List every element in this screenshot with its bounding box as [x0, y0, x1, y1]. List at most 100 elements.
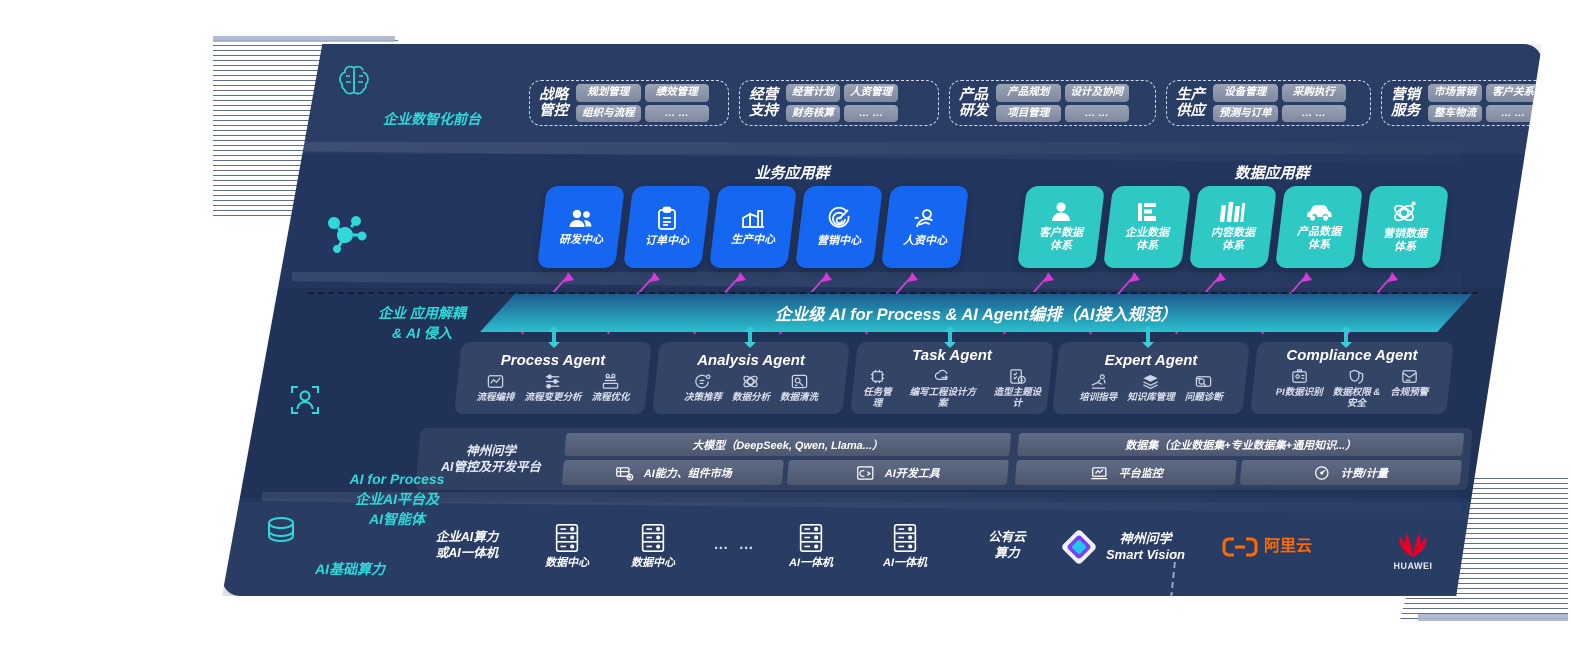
- group-cell[interactable]: 客户关系: [1486, 84, 1540, 102]
- atom-gear-icon: [741, 372, 760, 391]
- group-cell[interactable]: 经营计划: [786, 84, 840, 102]
- task-net-icon: [868, 367, 887, 386]
- group-cell[interactable]: 组织与流程: [576, 104, 641, 122]
- top-group-strategy[interactable]: 战略 管控 规划管理 绩效管理 组织与流程 … …: [529, 80, 729, 126]
- architecture-panel: 企业数智化前台 企业 应用解耦 & AI 侵入: [222, 44, 1542, 596]
- app-card-rnd[interactable]: 研发中心: [536, 186, 626, 268]
- agent-item[interactable]: 问题诊断: [1180, 372, 1228, 404]
- rail-item-front: 企业数智化前台: [332, 58, 532, 130]
- user-icon: [1049, 200, 1073, 224]
- agent-item[interactable]: 知识库管理: [1122, 372, 1180, 404]
- agent-item-label: 知识库管理: [1127, 392, 1175, 404]
- agent-item[interactable]: PI数据识别: [1271, 367, 1328, 399]
- infra-item-public-cloud: 公有云 算力: [962, 530, 1052, 561]
- group-cell[interactable]: 整车物流: [1428, 104, 1482, 122]
- ai-platform-content: 神州问学 AI管控及开发平台 大模型（DeepSeek, Qwen, Llama…: [415, 428, 1472, 490]
- agent-item-label: 造型主题设计: [993, 386, 1042, 409]
- data-card-content[interactable]: 内容数据 体系: [1188, 186, 1278, 268]
- group-cell[interactable]: 设备管理: [1213, 84, 1278, 102]
- agent-card-expert[interactable]: Expert Agent 培训指导: [1052, 342, 1250, 414]
- agent-card-compliance[interactable]: Compliance Agent PI数据识别: [1250, 342, 1454, 414]
- group-cell[interactable]: … …: [1281, 104, 1346, 122]
- agent-item[interactable]: 数据分析: [727, 372, 775, 404]
- group-cell[interactable]: … …: [644, 104, 709, 122]
- clipboard-icon: [655, 206, 679, 232]
- agent-item[interactable]: 合规预警: [1385, 367, 1433, 399]
- agent-card-process[interactable]: Process Agent 流程编排: [454, 342, 652, 414]
- agent-item[interactable]: 数据权限 & 安全: [1328, 367, 1386, 410]
- bulb-chat-icon: [693, 372, 712, 391]
- agent-item-label: PI数据识别: [1275, 386, 1323, 398]
- molecule-icon: [322, 192, 522, 276]
- infra-item-ellipsis: … …: [700, 536, 770, 553]
- top-group-marketing[interactable]: 营销 服务 市场营销 客户关系 整车物流 … …: [1381, 80, 1542, 126]
- huawei-logo: [1390, 526, 1436, 558]
- infra-item-shenzhou: 神州问学 Smart Vision: [1060, 528, 1220, 566]
- agent-item[interactable]: 流程变更分析: [519, 372, 586, 404]
- monitor-icon: [1089, 465, 1108, 481]
- top-group-operations[interactable]: 经营 支持 经营计划 人资管理 财务核算 … …: [739, 80, 939, 126]
- agent-item-label: 数据分析: [731, 392, 770, 404]
- platform-models-bar[interactable]: 大模型（DeepSeek, Qwen, Llama...）: [564, 433, 1012, 456]
- agent-name: Analysis Agent: [697, 352, 805, 370]
- agent-name: Expert Agent: [1104, 352, 1198, 370]
- app-card-production[interactable]: 生产中心: [708, 186, 798, 268]
- app-card-marketing[interactable]: 营销中心: [794, 186, 884, 268]
- agent-name: Compliance Agent: [1286, 346, 1418, 364]
- data-card-marketing[interactable]: 营销数据 体系: [1360, 186, 1450, 268]
- group-cell[interactable]: 设计及协同: [1064, 84, 1129, 102]
- platform-item-monitor[interactable]: 平台监控: [1014, 460, 1237, 485]
- group-cell[interactable]: 财务核算: [786, 104, 840, 122]
- group-cell[interactable]: 产品规划: [996, 84, 1061, 102]
- group-cell[interactable]: … …: [1486, 104, 1540, 122]
- group-cell[interactable]: 项目管理: [996, 104, 1061, 122]
- platform-models-label: 大模型（DeepSeek, Qwen, Llama...）: [692, 439, 884, 452]
- group-cell[interactable]: 市场营销: [1428, 84, 1482, 102]
- app-card-label: 研发中心: [559, 233, 603, 246]
- decorative-bar-left: [213, 36, 395, 42]
- agent-card-task[interactable]: Task Agent 任务管理: [850, 342, 1054, 414]
- app-card-hr[interactable]: 人资中心: [880, 186, 970, 268]
- agent-item[interactable]: 流程编排: [471, 372, 519, 404]
- platform-title: 神州问学 AI管控及开发平台: [440, 443, 541, 474]
- data-card-customer[interactable]: 客户数据 体系: [1016, 186, 1106, 268]
- app-card-order[interactable]: 订单中心: [622, 186, 712, 268]
- platform-item-devtool[interactable]: AI开发工具: [786, 460, 1009, 485]
- top-group-rnd[interactable]: 产品 研发 产品规划 设计及协同 项目管理 … …: [949, 80, 1156, 126]
- person-chart-icon: [911, 206, 939, 232]
- infra-label: AI一体机: [883, 557, 927, 569]
- target-icon: [826, 206, 852, 232]
- data-card-product[interactable]: 产品数据 体系: [1274, 186, 1364, 268]
- group-cell[interactable]: 采购执行: [1281, 84, 1346, 102]
- agent-item-label: 任务管理: [863, 386, 892, 409]
- building-icon: [1135, 200, 1159, 224]
- agent-name: Task Agent: [912, 346, 992, 364]
- rail-label: 企业数智化前台: [383, 111, 481, 127]
- platform-item-billing[interactable]: 计费/计量: [1239, 460, 1462, 485]
- group-cell[interactable]: … …: [844, 104, 898, 122]
- market-icon: [614, 465, 633, 481]
- agent-item[interactable]: 培训指导: [1074, 372, 1122, 404]
- agent-item[interactable]: 造型主题设计: [985, 367, 1050, 410]
- group-cell[interactable]: 规划管理: [576, 84, 641, 102]
- atom-icon: [1392, 199, 1418, 225]
- agent-item[interactable]: 数据清洗: [775, 372, 823, 404]
- group-title: 营销 服务: [1391, 86, 1420, 119]
- group-cell[interactable]: 预测与订单: [1213, 104, 1278, 122]
- agent-card-analysis[interactable]: Analysis Agent 决策推荐: [652, 342, 850, 414]
- agent-item[interactable]: 编写工程设计方案: [901, 367, 985, 410]
- data-card-enterprise[interactable]: 企业数据 体系: [1102, 186, 1192, 268]
- group-cell[interactable]: 绩效管理: [644, 84, 709, 102]
- infra-label: HUAWEI: [1393, 561, 1433, 571]
- platform-item-market[interactable]: AI能力、组件市场: [561, 460, 784, 485]
- agent-item[interactable]: 决策推荐: [679, 372, 727, 404]
- group-cell[interactable]: … …: [1064, 104, 1129, 122]
- ribbon-arrows: [548, 326, 1352, 348]
- agent-item[interactable]: 任务管理: [854, 367, 901, 410]
- top-group-supply[interactable]: 生产 供应 设备管理 采购执行 预测与订单 … …: [1166, 80, 1371, 126]
- platform-dataset-bar[interactable]: 数据集（企业数据集+专业数据集+通用知识...）: [1017, 433, 1465, 456]
- agent-item[interactable]: 流程优化: [587, 372, 635, 404]
- app-group-heading-data: 数据应用群: [1234, 165, 1310, 182]
- agent-item-label: 流程优化: [591, 392, 630, 404]
- group-cell[interactable]: 人资管理: [844, 84, 898, 102]
